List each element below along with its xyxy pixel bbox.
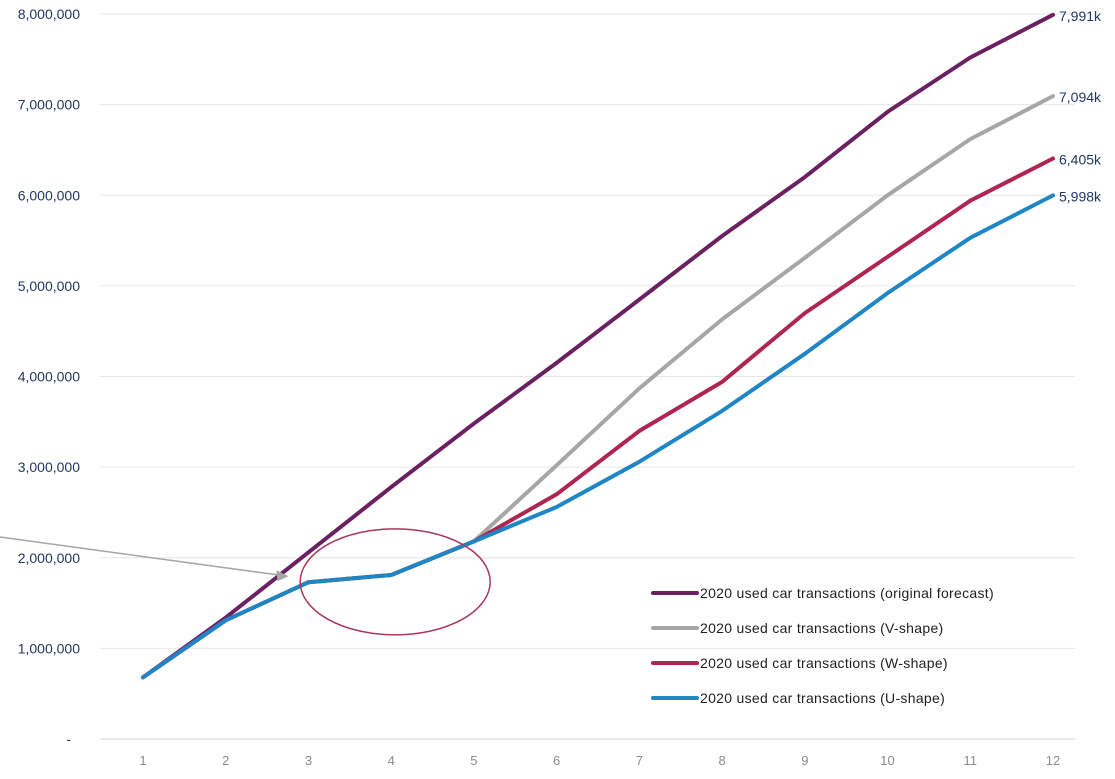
series-line-3 [141,193,1055,680]
legend: 2020 used car transactions (original for… [651,585,994,706]
x-tick-label-10: 11 [964,753,978,768]
series-layer [141,12,1055,680]
end-label-1: 7,094k [1059,89,1102,105]
x-tick-label-8: 9 [801,753,808,768]
x-tick-label-2: 3 [305,753,312,768]
end-label-2: 6,405k [1059,152,1102,168]
annotation-arrow-head [276,570,289,582]
axis-layer: - 1,000,000 2,000,000 3,000,000 4,000,000 5,0… [18,6,1075,768]
legend-label-0: 2020 used car transactions (original for… [700,585,994,601]
y-tick-label-6: 6,000,000 [18,187,80,203]
y-tick-label-1: 1,000,000 [18,640,80,656]
x-tick-label-5: 6 [553,753,560,768]
x-tick-label-7: 8 [718,753,725,768]
x-tick-label-0: 1 [139,753,146,768]
y-tick-label-4: 4,000,000 [18,369,80,385]
grid-layer [100,13,1075,649]
y-tick-label-0: - [66,731,71,747]
x-tick-label-4: 5 [470,753,477,768]
y-tick-label-7: 7,000,000 [18,97,80,113]
annotation-arrow-shaft [0,536,281,577]
legend-label-1: 2020 used car transactions (V-shape) [700,620,944,636]
x-tick-label-11: 12 [1046,753,1060,768]
end-label-0: 7,991k [1059,8,1102,24]
series-line-0 [141,12,1055,680]
x-tick-label-6: 7 [636,753,643,768]
x-tick-label-1: 2 [222,753,229,768]
y-tick-label-5: 5,000,000 [18,278,80,294]
legend-label-2: 2020 used car transactions (W-shape) [700,655,948,671]
y-tick-label-2: 2,000,000 [18,550,80,566]
annotation-layer [0,528,491,636]
x-tick-label-9: 10 [880,753,894,768]
y-tick-label-3: 3,000,000 [18,459,80,475]
x-tick-label-3: 4 [388,753,395,768]
label-layer: 7,991k 7,094k 6,405k 5,998k [1059,8,1102,205]
y-tick-label-8: 8,000,000 [18,6,80,22]
end-label-3: 5,998k [1059,188,1102,204]
legend-label-3: 2020 used car transactions (U-shape) [700,690,945,706]
highlight-ellipse [299,528,491,636]
